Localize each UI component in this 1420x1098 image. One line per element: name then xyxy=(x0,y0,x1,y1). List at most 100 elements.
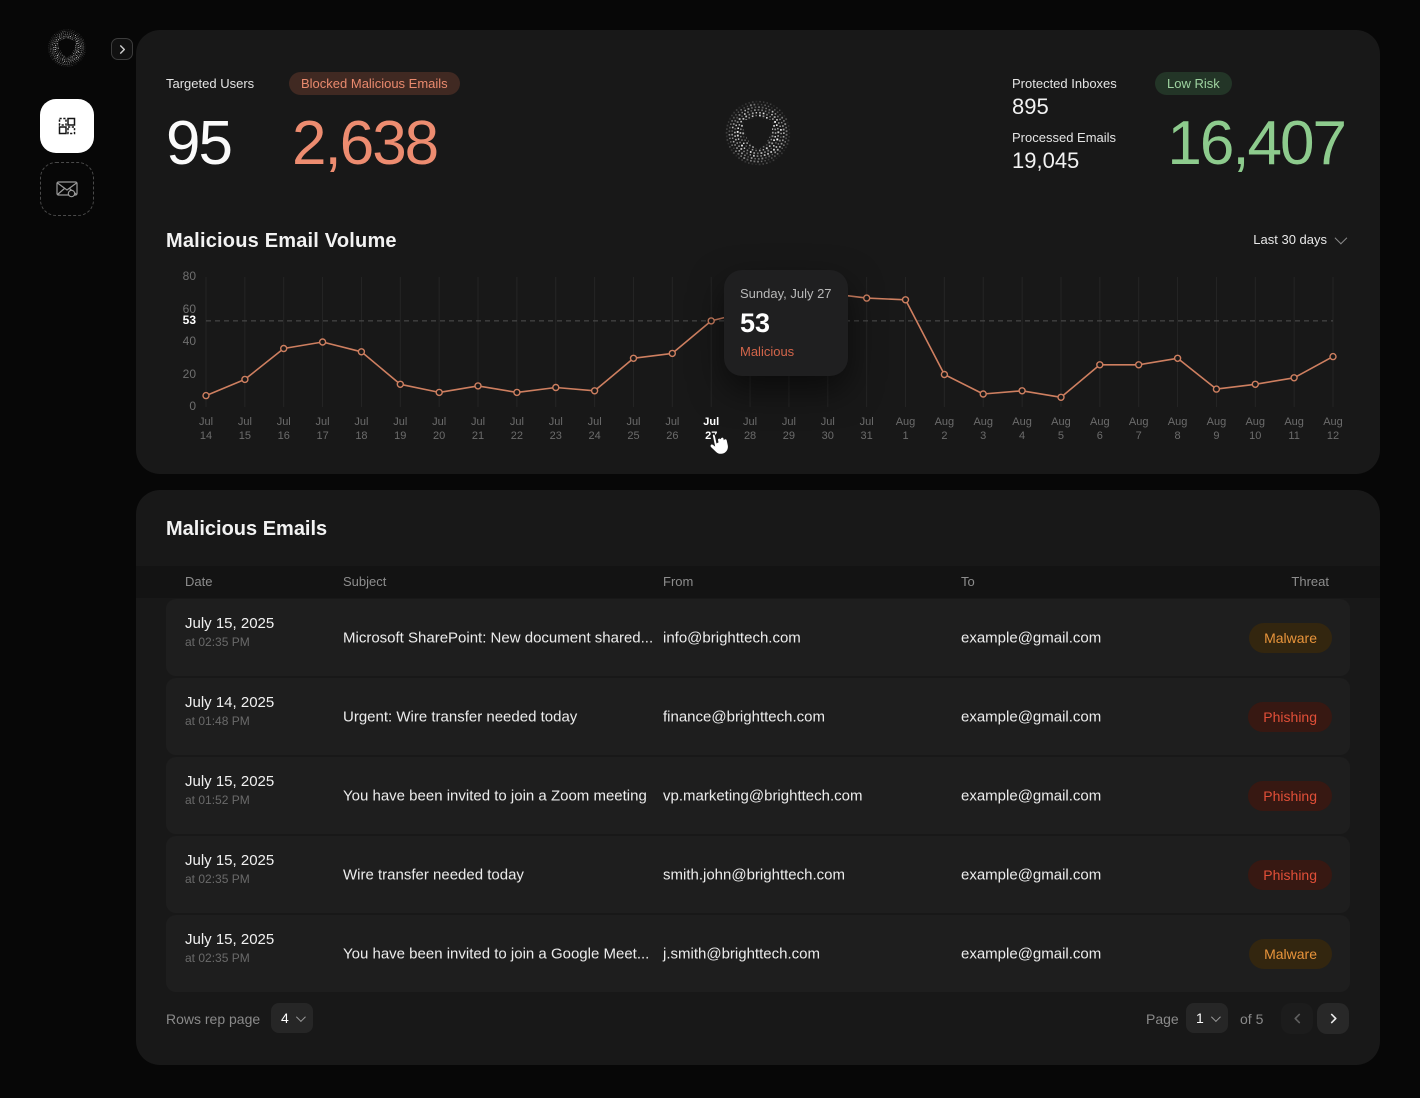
x-axis-tick: Jul 27 xyxy=(703,416,720,442)
data-point[interactable] xyxy=(1329,352,1337,361)
rows-per-page-select[interactable]: 4 xyxy=(271,1003,313,1033)
malicious-email-volume-chart[interactable]: 80 60 53 40 20 0 Jul 14 Jul 15 Jul 16 Jul 17 Jul 18 Jul… xyxy=(183,269,1343,442)
shield-halftone-logo xyxy=(722,97,794,169)
tooltip-series-label: Malicious xyxy=(740,344,795,359)
next-page-button[interactable] xyxy=(1317,1003,1349,1034)
data-point[interactable] xyxy=(668,349,676,358)
table-row[interactable]: July 15, 2025 at 02:35 PM You have been … xyxy=(166,915,1350,992)
overview-card: Targeted Users 95 Blocked Malicious Emai… xyxy=(136,30,1380,474)
sidebar-item-dashboard[interactable] xyxy=(40,99,94,153)
table-row[interactable]: July 15, 2025 at 01:52 PM You have been … xyxy=(166,757,1350,834)
column-header-to: To xyxy=(961,574,975,589)
date-text: July 14, 2025 xyxy=(185,694,275,711)
data-point[interactable] xyxy=(629,354,638,363)
low-risk-badge: Low Risk xyxy=(1155,72,1232,95)
x-axis-tick: Aug 9 xyxy=(1206,416,1227,442)
data-point[interactable] xyxy=(1135,361,1143,369)
shield-silhouette xyxy=(58,38,76,58)
x-axis-tick: Jul 29 xyxy=(781,416,796,442)
data-point[interactable] xyxy=(357,348,366,356)
email-to: example@gmail.com xyxy=(961,866,1102,883)
chevron-down-icon xyxy=(1210,1011,1221,1022)
x-axis-tick: Aug 6 xyxy=(1090,416,1110,442)
data-point[interactable] xyxy=(707,317,715,325)
data-point[interactable] xyxy=(241,375,249,384)
table-row[interactable]: July 15, 2025 at 02:35 PM Microsoft Shar… xyxy=(166,599,1350,676)
data-point[interactable] xyxy=(474,382,482,390)
data-point[interactable] xyxy=(1057,393,1065,402)
threat-badge: Malware xyxy=(1249,622,1332,653)
page-number-select[interactable]: 1 xyxy=(1186,1003,1228,1033)
x-axis-tick: Jul 16 xyxy=(276,416,291,442)
column-header-from: From xyxy=(663,574,694,589)
sidebar-item-email-security[interactable] xyxy=(40,162,94,216)
x-axis-tick: Jul 31 xyxy=(859,416,874,442)
data-point[interactable] xyxy=(318,338,327,346)
email-scan-icon xyxy=(56,181,78,198)
data-point[interactable] xyxy=(552,383,560,392)
data-point[interactable] xyxy=(1096,361,1104,369)
sidebar-expand-button[interactable] xyxy=(111,38,133,60)
threat-badge: Phishing xyxy=(1248,701,1332,732)
protected-inboxes-value: 895 xyxy=(1012,94,1049,119)
data-point[interactable] xyxy=(979,390,987,398)
email-from: smith.john@brighttech.com xyxy=(663,866,845,883)
x-axis-tick: Aug 7 xyxy=(1128,416,1149,442)
processed-emails-value: 19,045 xyxy=(1012,148,1080,173)
blocked-malicious-emails-value: 2,638 xyxy=(292,109,439,178)
chevron-right-icon xyxy=(119,44,125,54)
processed-total-value: 16,407 xyxy=(1167,109,1347,178)
chevron-down-icon xyxy=(1334,231,1348,245)
table-header: Date Subject From To Threat xyxy=(136,566,1380,598)
x-axis-tick: Jul 23 xyxy=(548,416,563,442)
x-axis-tick: Aug 4 xyxy=(1012,416,1032,442)
previous-page-button[interactable] xyxy=(1281,1003,1313,1034)
halftone-dots xyxy=(725,100,791,166)
processed-emails-label: Processed Emails xyxy=(1012,130,1117,145)
y-axis-tick: 53 xyxy=(182,312,196,327)
data-point[interactable] xyxy=(202,391,210,400)
email-to: example@gmail.com xyxy=(961,787,1102,804)
data-point[interactable] xyxy=(396,380,405,389)
column-header-subject: Subject xyxy=(343,574,387,589)
data-point[interactable] xyxy=(1251,380,1260,389)
date-range-value: Last 30 days xyxy=(1253,232,1327,247)
data-point[interactable] xyxy=(590,387,599,395)
email-from: vp.marketing@brighttech.com xyxy=(663,787,863,804)
data-point[interactable] xyxy=(1018,387,1026,395)
time-text: at 02:35 PM xyxy=(185,872,250,886)
x-axis-tick: Jul 24 xyxy=(587,416,602,442)
x-axis-tick: Jul 30 xyxy=(820,416,835,442)
date-range-select[interactable]: Last 30 days xyxy=(1253,231,1348,247)
x-axis-tick: Jul 22 xyxy=(509,416,524,442)
x-axis-tick: Aug 2 xyxy=(934,416,955,442)
email-from: info@brighttech.com xyxy=(663,629,801,646)
data-point[interactable] xyxy=(901,296,910,304)
x-axis-tick: Jul 26 xyxy=(665,416,680,442)
data-point[interactable] xyxy=(1212,385,1221,393)
table-row[interactable]: July 14, 2025 at 01:48 PM Urgent: Wire t… xyxy=(166,678,1350,755)
data-point[interactable] xyxy=(435,388,443,397)
threat-badge: Phishing xyxy=(1248,859,1332,890)
data-point[interactable] xyxy=(863,294,871,302)
email-date: July 15, 2025 at 02:35 PM xyxy=(185,931,274,965)
chevron-down-icon xyxy=(295,1011,306,1022)
email-date: July 15, 2025 at 02:35 PM xyxy=(185,615,274,649)
email-subject: You have been invited to join a Zoom mee… xyxy=(343,787,647,804)
x-axis-tick: Aug 12 xyxy=(1323,416,1343,442)
dashboard-grid-icon xyxy=(58,117,76,135)
table-row[interactable]: July 15, 2025 at 02:35 PM Wire transfer … xyxy=(166,836,1350,913)
email-to: example@gmail.com xyxy=(961,945,1102,962)
protected-inboxes-label: Protected Inboxes xyxy=(1012,76,1117,91)
tooltip-date: Sunday, July 27 xyxy=(740,286,832,301)
halftone-dots xyxy=(48,29,86,67)
table-title: Malicious Emails xyxy=(166,518,328,540)
y-axis-tick: 40 xyxy=(182,334,196,348)
data-point[interactable] xyxy=(940,370,949,379)
email-to: example@gmail.com xyxy=(961,708,1102,725)
data-point[interactable] xyxy=(513,388,521,397)
x-axis-tick: Jul 20 xyxy=(432,416,447,442)
data-point[interactable] xyxy=(279,344,288,353)
data-point[interactable] xyxy=(1290,374,1298,382)
data-point[interactable] xyxy=(1173,354,1182,363)
